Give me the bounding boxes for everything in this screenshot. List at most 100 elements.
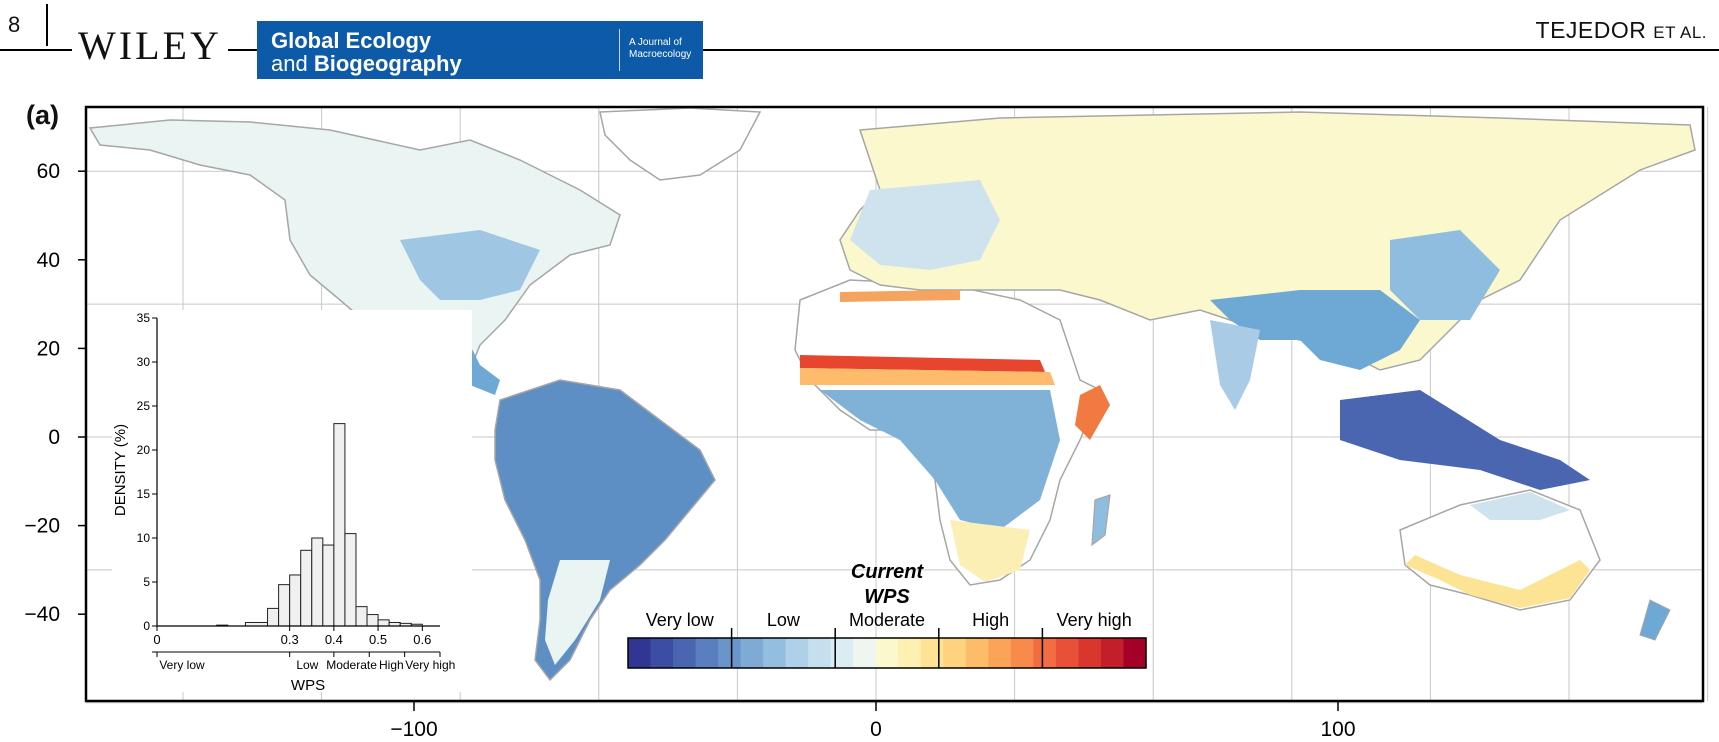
publisher-logo: WILEY bbox=[72, 24, 228, 68]
inset-y-tick-label: 30 bbox=[137, 355, 151, 369]
inset-x-tick-label: 0 bbox=[153, 632, 160, 647]
legend-swatch bbox=[1033, 638, 1057, 668]
author-suffix: ET AL. bbox=[1653, 23, 1707, 42]
y-tick-label: −40 bbox=[24, 603, 60, 626]
legend-class-label: Very high bbox=[1057, 610, 1132, 630]
legend-colorbar-frame bbox=[627, 637, 1147, 669]
land-new-zealand bbox=[1639, 599, 1671, 641]
legend-swatch bbox=[628, 638, 652, 668]
inset-axes: 0 5 10 15 20 25 30 35 0 0.3 0.4 0.5 0.6 Very low Low Mo… bbox=[137, 311, 456, 672]
legend-class-labels: Very low Low Moderate High Very high bbox=[646, 610, 1132, 668]
legend-swatch bbox=[1010, 638, 1034, 668]
journal-name-bold: Biogeography bbox=[313, 51, 462, 76]
histogram-bar bbox=[278, 584, 291, 627]
inset-y-tick-label: 20 bbox=[137, 443, 151, 457]
inset-class-label: Moderate bbox=[326, 658, 377, 672]
legend-swatch bbox=[808, 638, 832, 668]
legend-swatch bbox=[1078, 638, 1102, 668]
journal-name-line1: Global Ecology bbox=[271, 28, 432, 53]
y-tick-label: 0 bbox=[48, 426, 60, 449]
legend-swatch bbox=[898, 638, 922, 668]
land-south-america-south bbox=[545, 560, 610, 665]
inset-y-tick-label: 35 bbox=[137, 311, 151, 325]
legend-class-label: Moderate bbox=[849, 610, 925, 630]
legend-swatch bbox=[1100, 638, 1125, 668]
legend-title-line2: WPS bbox=[864, 586, 910, 608]
inset-class-label: High bbox=[379, 658, 404, 672]
histogram-bar bbox=[377, 619, 390, 627]
histogram-bar bbox=[289, 574, 302, 627]
inset-histogram: 0 5 10 15 20 25 30 35 0 0.3 0.4 0.5 0.6 Very low Low Mo… bbox=[112, 310, 472, 694]
x-tick-label: −100 bbox=[390, 718, 437, 741]
legend-swatch bbox=[965, 638, 989, 668]
journal-banner: Global Ecology and Biogeography A Journa… bbox=[257, 21, 703, 79]
histogram-bar bbox=[366, 614, 379, 627]
land-usa-east bbox=[400, 230, 540, 300]
land-north-america bbox=[88, 119, 621, 376]
legend-swatch bbox=[943, 638, 967, 668]
inset-class-label: Low bbox=[296, 658, 318, 672]
wps-legend: Current WPS Very low Low Moderate High Very … bbox=[627, 561, 1147, 669]
inset-background bbox=[112, 310, 472, 692]
land-sahel-yellow bbox=[800, 368, 1055, 385]
legend-swatch bbox=[988, 638, 1012, 668]
legend-swatch bbox=[673, 638, 697, 668]
legend-class-label: Low bbox=[767, 610, 801, 630]
land-greenland bbox=[599, 107, 762, 181]
journal-name: Global Ecology and Biogeography bbox=[271, 29, 462, 75]
inset-y-tick-label: 15 bbox=[137, 487, 151, 501]
y-tick-label: −20 bbox=[24, 515, 60, 538]
land-indonesia bbox=[1340, 390, 1590, 490]
inset-x-tick-label: 0.6 bbox=[413, 632, 431, 647]
legend-swatch bbox=[763, 638, 787, 668]
legend-colorbar bbox=[627, 637, 1147, 669]
running-head-authors: TEJEDOR ET AL. bbox=[1529, 17, 1707, 44]
histogram-bar bbox=[344, 533, 357, 627]
land-layer bbox=[88, 107, 1696, 682]
y-tick-label: 20 bbox=[37, 337, 60, 360]
land-sahel-band bbox=[800, 355, 1045, 372]
legend-swatch bbox=[830, 638, 854, 668]
land-southern-africa bbox=[950, 520, 1030, 582]
land-australia-coast bbox=[1405, 555, 1590, 608]
land-madagascar bbox=[1091, 494, 1111, 547]
header-rule bbox=[0, 49, 1719, 51]
histogram-bar bbox=[355, 606, 368, 627]
land-horn-africa bbox=[1075, 385, 1110, 440]
legend-class-label: High bbox=[972, 610, 1009, 630]
land-east-china bbox=[1390, 230, 1500, 320]
panel-label: (a) bbox=[26, 100, 59, 130]
land-india bbox=[1210, 320, 1260, 410]
legend-class-label: Very low bbox=[646, 610, 715, 630]
inset-x-tick-label: 0.3 bbox=[281, 632, 299, 647]
legend-swatch bbox=[875, 638, 899, 668]
histogram-bar bbox=[322, 544, 335, 627]
legend-swatch bbox=[853, 638, 877, 668]
inset-class-label: Very low bbox=[159, 658, 205, 672]
journal-tagline-2: Macroecology bbox=[629, 49, 692, 60]
map-frame bbox=[84, 105, 1705, 703]
legend-title-line1: Current bbox=[851, 561, 925, 583]
histogram-bar bbox=[311, 537, 324, 627]
page-number-divider bbox=[46, 4, 48, 46]
y-tick-label: 40 bbox=[37, 249, 60, 272]
land-europe-blue bbox=[850, 180, 1000, 270]
land-central-africa bbox=[820, 390, 1060, 530]
author-name: TEJEDOR bbox=[1535, 17, 1647, 43]
journal-name-prefix: and bbox=[271, 51, 314, 76]
journal-name-line2: and Biogeography bbox=[271, 52, 462, 75]
legend-swatch bbox=[1055, 638, 1080, 668]
inset-y-tick-label: 5 bbox=[143, 575, 150, 589]
inset-class-label: Very high bbox=[405, 658, 455, 672]
page-number: 8 bbox=[8, 12, 21, 37]
legend-swatch bbox=[695, 638, 719, 668]
legend-swatch bbox=[718, 638, 742, 668]
histogram-bar bbox=[300, 549, 313, 627]
y-tick-label: 60 bbox=[37, 160, 60, 183]
histogram-bar bbox=[267, 607, 280, 627]
inset-x-tick-label: 0.4 bbox=[325, 632, 343, 647]
legend-swatch bbox=[1123, 638, 1147, 668]
inset-ylabel: DENSITY (%) bbox=[112, 424, 129, 516]
